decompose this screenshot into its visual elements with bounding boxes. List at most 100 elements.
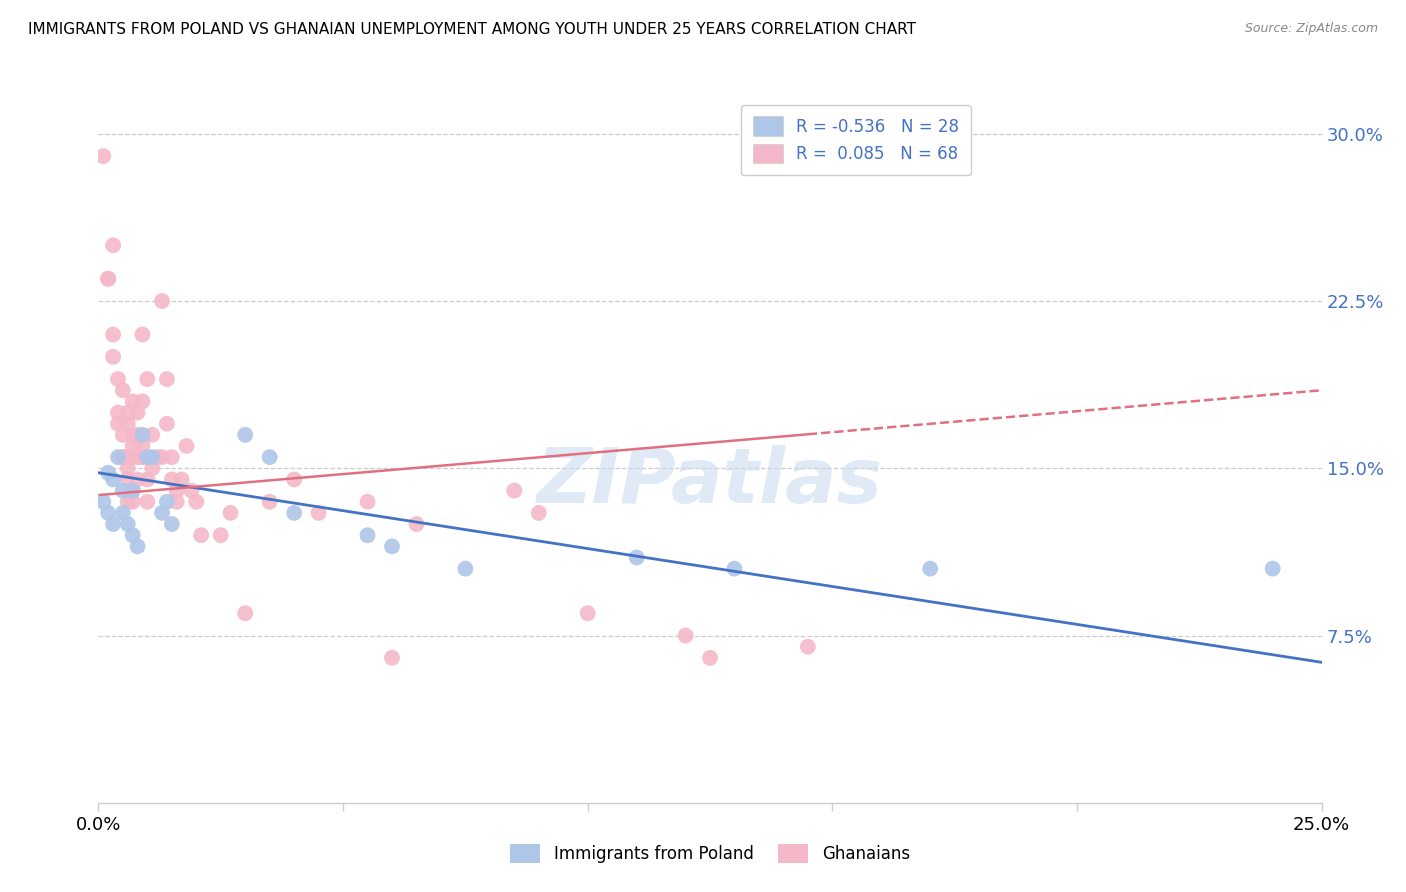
Point [117, 461, 139, 475]
Point [920, 562, 942, 576]
Point [121, 494, 143, 508]
Point [356, 528, 378, 542]
Point [156, 417, 179, 431]
Point [131, 427, 153, 442]
Point [127, 427, 149, 442]
Point [166, 483, 188, 498]
Point [117, 494, 139, 508]
Point [121, 427, 143, 442]
Point [626, 550, 648, 565]
Point [160, 450, 183, 465]
Point [136, 494, 159, 508]
Point [150, 450, 173, 465]
Point [111, 506, 134, 520]
Point [97, 506, 120, 520]
Point [136, 473, 159, 487]
Point [723, 562, 745, 576]
Point [111, 427, 134, 442]
Point [283, 506, 305, 520]
Point [454, 562, 477, 576]
Point [107, 450, 129, 465]
Point [259, 450, 281, 465]
Point [166, 494, 188, 508]
Point [107, 372, 129, 386]
Point [160, 473, 183, 487]
Point [136, 450, 159, 465]
Point [97, 271, 120, 285]
Point [121, 483, 143, 498]
Point [527, 506, 550, 520]
Point [170, 473, 193, 487]
Point [136, 372, 159, 386]
Point [699, 651, 721, 665]
Point [797, 640, 820, 654]
Point [156, 494, 179, 508]
Point [176, 439, 198, 453]
Point [111, 483, 134, 498]
Point [127, 405, 149, 420]
Point [283, 473, 305, 487]
Point [308, 506, 330, 520]
Point [117, 517, 139, 532]
Point [141, 427, 163, 442]
Point [107, 405, 129, 420]
Point [259, 494, 281, 508]
Point [156, 372, 179, 386]
Text: Source: ZipAtlas.com: Source: ZipAtlas.com [1244, 22, 1378, 36]
Point [121, 439, 143, 453]
Point [127, 450, 149, 465]
Point [136, 450, 159, 465]
Point [131, 439, 153, 453]
Point [150, 506, 173, 520]
Point [141, 461, 163, 475]
Point [121, 483, 143, 498]
Point [160, 517, 183, 532]
Text: ZIPatlas: ZIPatlas [537, 445, 883, 518]
Point [97, 466, 120, 480]
Point [180, 483, 202, 498]
Point [121, 450, 143, 465]
Point [117, 450, 139, 465]
Point [117, 473, 139, 487]
Point [503, 483, 526, 498]
Point [91, 494, 114, 508]
Point [146, 450, 169, 465]
Point [1261, 562, 1284, 576]
Point [186, 494, 208, 508]
Point [209, 528, 232, 542]
Point [150, 293, 173, 308]
Point [121, 528, 143, 542]
Point [91, 149, 114, 163]
Point [101, 350, 124, 364]
Point [576, 607, 599, 621]
Point [675, 628, 697, 642]
Point [190, 528, 212, 542]
Point [101, 327, 124, 342]
Point [117, 417, 139, 431]
Point [101, 238, 124, 252]
Point [121, 394, 143, 409]
Point [127, 473, 149, 487]
Point [233, 607, 256, 621]
Point [131, 327, 153, 342]
Point [97, 271, 120, 285]
Point [101, 473, 124, 487]
Point [107, 417, 129, 431]
Point [101, 517, 124, 532]
Point [405, 517, 427, 532]
Point [111, 450, 134, 465]
Legend: Immigrants from Poland, Ghanaians: Immigrants from Poland, Ghanaians [501, 834, 920, 873]
Text: IMMIGRANTS FROM POLAND VS GHANAIAN UNEMPLOYMENT AMONG YOUTH UNDER 25 YEARS CORRE: IMMIGRANTS FROM POLAND VS GHANAIAN UNEMP… [28, 22, 917, 37]
Point [131, 394, 153, 409]
Point [117, 405, 139, 420]
Point [356, 494, 378, 508]
Point [381, 651, 404, 665]
Point [141, 450, 163, 465]
Point [111, 384, 134, 398]
Point [111, 450, 134, 465]
Point [127, 539, 149, 553]
Point [131, 450, 153, 465]
Point [233, 427, 256, 442]
Point [219, 506, 242, 520]
Point [381, 539, 404, 553]
